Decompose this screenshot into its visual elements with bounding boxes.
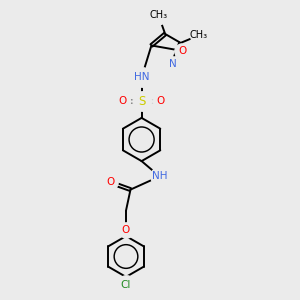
Text: O: O <box>106 177 115 188</box>
Text: O: O <box>156 96 164 106</box>
Text: Cl: Cl <box>121 280 131 290</box>
Text: N: N <box>169 58 177 69</box>
Text: NH: NH <box>152 171 167 182</box>
Text: O: O <box>178 46 186 56</box>
Text: S: S <box>138 95 145 108</box>
Text: CH₃: CH₃ <box>149 11 168 20</box>
Text: CH₃: CH₃ <box>190 30 208 40</box>
Text: HN: HN <box>134 72 149 82</box>
Text: O: O <box>119 96 127 106</box>
Text: O: O <box>122 225 130 236</box>
